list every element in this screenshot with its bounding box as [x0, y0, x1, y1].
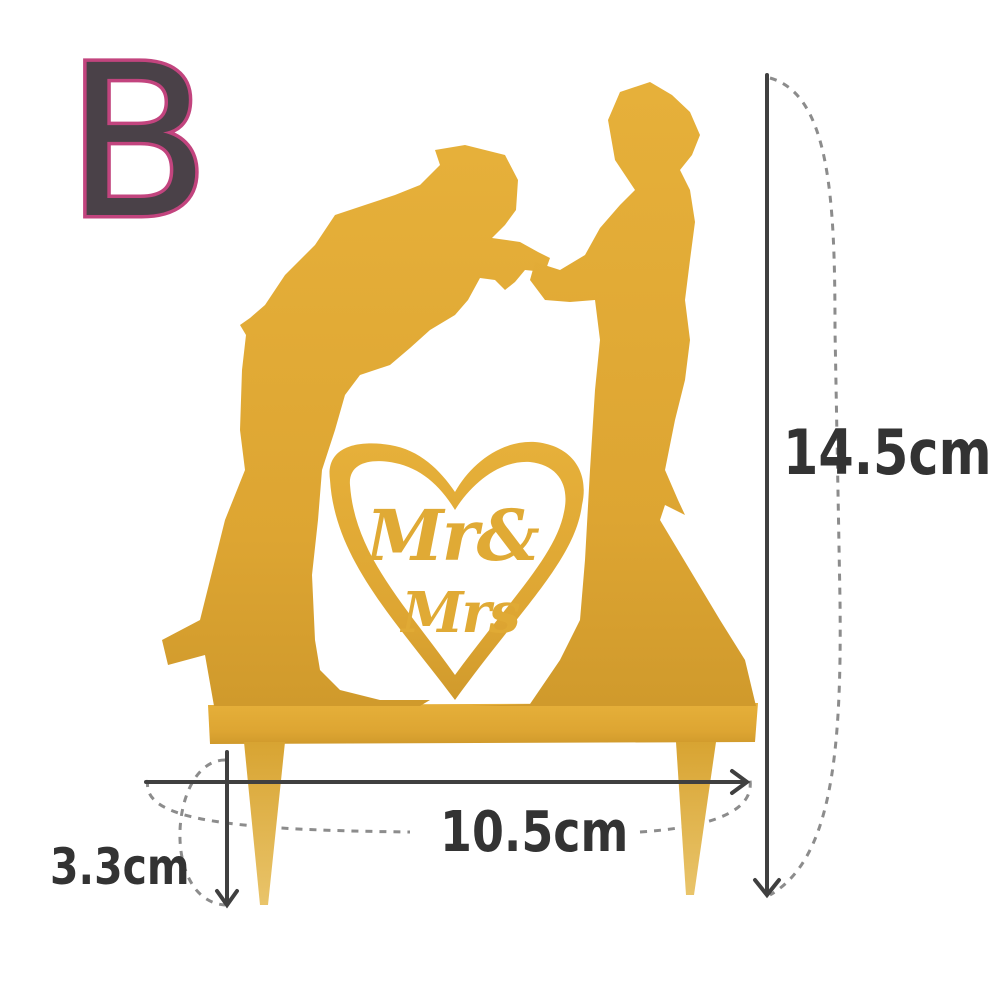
heart-interior: Mr& Mrs [349, 461, 566, 675]
stake-dashed-guide [178, 758, 226, 907]
height-dimension-label: 14.5cm [783, 416, 992, 489]
motto-line2: Mrs [399, 580, 519, 646]
height-arrow [753, 73, 781, 899]
width-arrow [144, 769, 751, 795]
stake-arrow [215, 750, 239, 909]
topper-base [208, 703, 758, 744]
dashed-guides [146, 76, 842, 907]
width-dashed-guide-right [639, 779, 752, 834]
height-dashed-guide [769, 76, 842, 897]
variant-letter-badge: B [62, 20, 213, 265]
motto-line1: Mr& [364, 494, 539, 577]
groom-silhouette [162, 145, 550, 706]
left-stake [244, 742, 285, 905]
width-dashed-guide [146, 779, 411, 834]
bride-silhouette [470, 82, 756, 706]
stake-dimension-label: 3.3cm [50, 838, 190, 896]
width-dimension-label: 10.5cm [440, 800, 629, 865]
right-stake [676, 742, 716, 895]
